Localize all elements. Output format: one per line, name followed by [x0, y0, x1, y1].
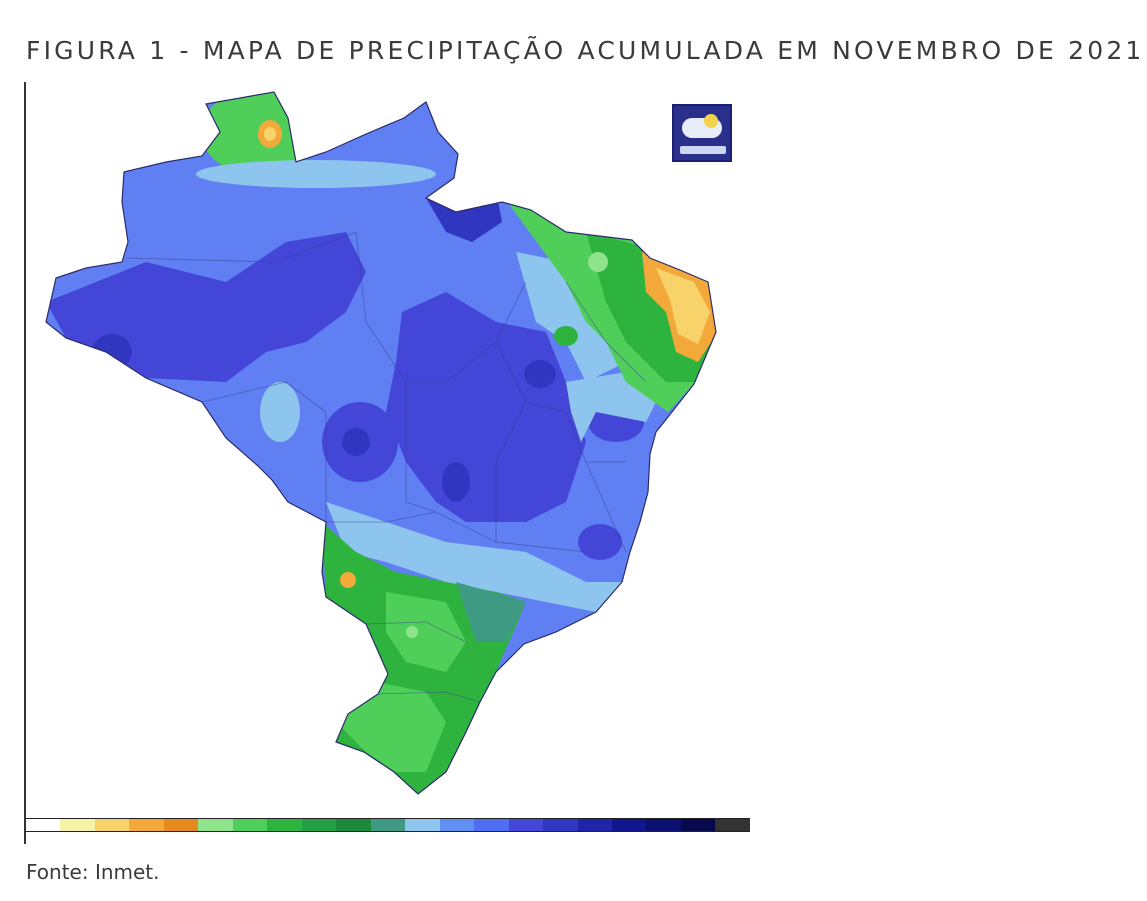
color-scale-swatch [26, 819, 61, 831]
color-scale-swatch [405, 819, 440, 831]
color-scale-tick-label [198, 831, 232, 841]
color-scale-swatch [715, 819, 750, 831]
color-scale-tick-label [612, 831, 646, 841]
color-scale-swatch [336, 819, 371, 831]
precipitation-map [24, 82, 750, 844]
central-purple-zone [386, 292, 586, 522]
east-light-blue-zone [516, 252, 626, 382]
color-scale-tick-label [646, 831, 680, 841]
color-scale-swatch [267, 819, 302, 831]
color-scale-tick-label [302, 831, 336, 841]
color-scale-tick-label [578, 831, 612, 841]
color-scale-tick-label [336, 831, 370, 841]
color-scale-swatch [129, 819, 164, 831]
color-scale-tick-label [440, 831, 474, 841]
south-light-blue-band [326, 502, 622, 612]
color-scale-swatch [370, 819, 406, 831]
north-green-zone [201, 92, 311, 174]
color-scale-tick-label [474, 831, 508, 841]
color-scale-swatch [543, 819, 578, 831]
color-scale-tick-label [681, 831, 715, 841]
color-scale-swatch [60, 819, 95, 831]
color-scale-tick-label [543, 831, 577, 841]
color-scale-swatch [232, 819, 268, 831]
color-scale-swatch [198, 819, 233, 831]
north-light-band [196, 160, 436, 188]
color-scale-swatch [474, 819, 509, 831]
color-scale-swatch [646, 819, 681, 831]
precipitation-color-scale [26, 818, 750, 842]
color-scale-swatch [508, 819, 544, 831]
color-scale-ticks [26, 831, 750, 841]
color-scale-swatch [301, 819, 337, 831]
color-scale-tick-label [509, 831, 543, 841]
color-scale-tick-label [60, 831, 94, 841]
color-scale-swatch [611, 819, 647, 831]
figure-title: FIGURA 1 - MAPA DE PRECIPITAÇÃO ACUMULAD… [26, 36, 1145, 65]
color-scale-tick-label [405, 831, 439, 841]
color-scale-bar [26, 818, 750, 832]
color-scale-swatch [680, 819, 716, 831]
brazil-outline [45, 91, 717, 795]
color-scale-tick-label [95, 831, 129, 841]
state-borders [125, 231, 647, 703]
color-scale-tick-label [267, 831, 301, 841]
figure-source: Fonte: Inmet. [26, 860, 160, 884]
inmet-weather-logo-icon [672, 104, 732, 162]
color-scale-swatch [94, 819, 130, 831]
brazil-precipitation-map-svg [45, 91, 717, 795]
color-scale-tick-label [233, 831, 267, 841]
color-scale-tick-label [26, 831, 60, 841]
color-scale-swatch [163, 819, 199, 831]
color-scale-swatch [577, 819, 612, 831]
color-scale-tick-label [164, 831, 198, 841]
color-scale-tick-label [371, 831, 405, 841]
color-scale-swatch [439, 819, 475, 831]
color-scale-tick-label [129, 831, 163, 841]
color-scale-tick-label [715, 831, 749, 841]
